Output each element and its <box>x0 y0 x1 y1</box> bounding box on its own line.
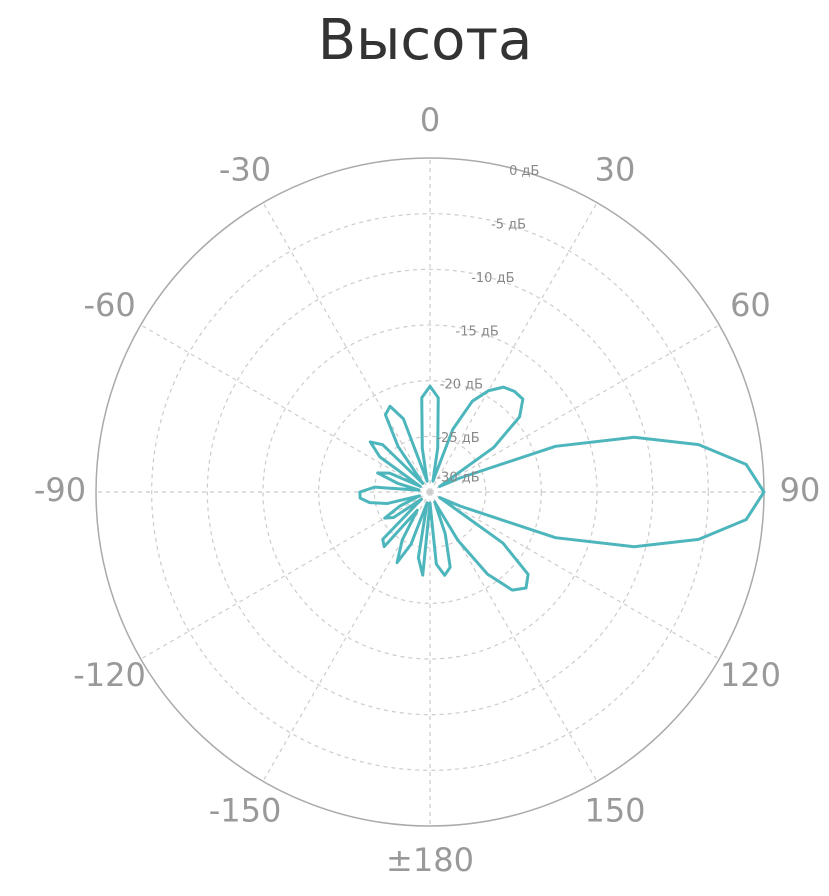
angle-tick-label: 120 <box>720 656 781 694</box>
grid-ring <box>206 268 654 716</box>
grid-ring <box>318 380 542 604</box>
angle-tick-label: ±180 <box>386 841 474 879</box>
grid-ring <box>262 324 598 660</box>
radial-tick-label: -5 дБ <box>491 217 526 232</box>
chart-title: Высота <box>318 8 533 73</box>
angle-tick-label: 30 <box>595 151 636 189</box>
radial-tick-label: -20 дБ <box>440 378 483 393</box>
pattern-line <box>358 384 766 592</box>
grid-ring <box>373 435 487 549</box>
angle-tick-label: -90 <box>34 471 86 509</box>
radial-tick-label: -30 дБ <box>436 471 479 486</box>
angle-tick-label: 150 <box>584 791 645 829</box>
angle-tick-label: -60 <box>83 286 135 324</box>
radial-tick-label: -25 дБ <box>436 431 479 446</box>
angle-tick-label: 60 <box>730 286 771 324</box>
angle-tick-label: -120 <box>73 656 146 694</box>
radial-tick-label: -10 дБ <box>471 271 514 286</box>
grid-spoke <box>429 491 720 660</box>
grid-ring <box>151 213 709 771</box>
angle-tick-label: -150 <box>209 791 282 829</box>
radial-tick-label: -15 дБ <box>456 324 499 339</box>
angle-tick-label: -30 <box>219 151 271 189</box>
radial-tick-label: 0 дБ <box>509 164 539 179</box>
angle-tick-label: 0 <box>420 101 440 139</box>
angle-tick-label: 90 <box>780 471 821 509</box>
